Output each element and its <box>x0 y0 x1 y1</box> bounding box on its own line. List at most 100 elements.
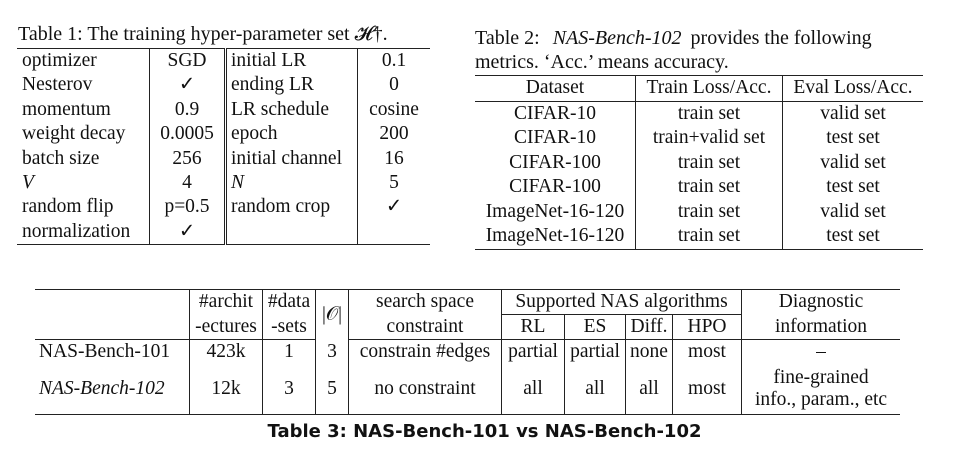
table3-header-diag: Diagnostic <box>741 289 900 315</box>
table2-row: ImageNet-16-120 train set valid set <box>475 199 923 224</box>
table3-header-es: ES <box>564 314 626 340</box>
table3-cell: most <box>672 364 742 415</box>
table3-header-row-top: #archit #data |𝒪| search space Supported… <box>35 289 900 340</box>
table1-cell: ✓ <box>385 196 403 218</box>
table3-cell: – <box>816 341 826 362</box>
table3-diag-line2: info., param., etc <box>754 389 888 410</box>
table1-cell: random crop <box>225 195 358 220</box>
table1-row: weight decay 0.0005 epoch 200 <box>17 122 430 147</box>
table1-cell <box>358 220 431 245</box>
table1-cell: 0.0005 <box>149 122 227 147</box>
table3-cell: 12k <box>189 364 263 415</box>
table1-cell: weight decay <box>17 122 150 147</box>
table3-comparison: #archit #data |𝒪| search space Supported… <box>35 289 900 415</box>
table2-caption-line1: Table 2: NAS-Bench-102 provides the foll… <box>475 26 930 51</box>
table2-row: ImageNet-16-120 train set test set <box>475 224 923 250</box>
table3-diag-line1: fine-grained <box>773 367 869 388</box>
table3-cell: all <box>501 364 565 415</box>
table3-cell: partial <box>564 339 626 364</box>
table1-cell: SGD <box>149 48 227 74</box>
table3-cell-diag: fine-grained info., param., etc <box>741 364 900 415</box>
table1-cell: initial LR <box>225 48 358 74</box>
table3-header-ops: |𝒪| <box>315 289 349 340</box>
table1-cell: LR schedule <box>225 97 358 123</box>
table1-cell: initial channel <box>225 146 358 172</box>
table1-cell: random flip <box>17 195 150 220</box>
table3-cell: 1 <box>262 339 316 364</box>
table3-cell: all <box>564 364 626 415</box>
table1-cell: 0.1 <box>357 48 430 74</box>
table2-cell: test set <box>826 127 880 148</box>
table1-cell: 0 <box>389 74 399 96</box>
table3-header-search: search space <box>348 289 502 315</box>
table3-cell: all <box>625 364 673 415</box>
table2-cell: CIFAR-10 <box>475 101 636 126</box>
table2-cell: test set <box>782 224 923 250</box>
table3-header-blank <box>35 289 190 315</box>
table3-header-rl: RL <box>501 314 565 340</box>
table1-cell: ✓ <box>149 73 227 98</box>
table2-cell: ImageNet-16-120 <box>475 224 636 250</box>
table1-cell: momentum <box>17 97 150 123</box>
table3-cell: most <box>672 339 742 364</box>
table3-header-data: #data <box>262 289 316 315</box>
table1-cell: ending LR <box>225 73 358 98</box>
table2-cell: CIFAR-100 <box>475 150 636 175</box>
table1-cell: batch size <box>17 146 150 172</box>
table3-cell: NAS-Bench-101 <box>35 339 190 364</box>
table2-header-cell: Eval Loss/Acc. <box>782 75 923 102</box>
table3-cell: 3 <box>262 364 316 415</box>
table3-header-row-bottom: -ectures -sets constraint RL ES Diff. HP… <box>35 314 900 340</box>
table2-cell: train set <box>635 175 783 200</box>
table1-cell: 0.9 <box>149 97 227 123</box>
table2-header-row: Dataset Train Loss/Acc. Eval Loss/Acc. <box>475 75 923 102</box>
table3-cell: 5 <box>315 364 349 415</box>
table1-cell: p=0.5 <box>149 195 227 220</box>
table3-cell: partial <box>501 339 565 364</box>
table3-caption: Table 3: NAS-Bench-101 vs NAS-Bench-102 <box>267 421 702 442</box>
table1-cell: normalization <box>17 219 150 245</box>
table1-hyperparameters: optimizer SGD initial LR 0.1 Nesterov ✓ ending… <box>17 48 431 246</box>
table2-row: CIFAR-100 train set valid set <box>475 150 923 175</box>
table3-header-hpo: HPO <box>672 314 742 340</box>
table3-cell: no constraint <box>348 364 502 415</box>
table2-cell: train set <box>635 199 783 224</box>
table3-header-archit-2: -ectures <box>189 314 263 340</box>
table1-cell: 16 <box>384 147 404 169</box>
table2-cell: valid set <box>820 151 886 173</box>
table3-cell: 423k <box>189 339 263 364</box>
table1-cell: 5 <box>389 172 399 194</box>
table2-cell: train set <box>635 150 783 175</box>
table1-cell: 200 <box>379 123 409 145</box>
table2-row: CIFAR-10 train set valid set <box>475 101 923 126</box>
table1-row: random flip p=0.5 random crop ✓ <box>17 195 430 220</box>
table1-row: momentum 0.9 LR schedule cosine <box>17 97 430 123</box>
table3-header-archit: #archit <box>189 289 263 315</box>
table2-cell: valid set <box>820 102 886 124</box>
table2-cell: train set <box>635 224 783 250</box>
table3-header-diag-2: information <box>741 314 900 340</box>
table1-cell <box>225 219 358 245</box>
table2-cell: train set <box>635 101 783 126</box>
table3-header-search-2: constraint <box>348 314 502 340</box>
table1-row: batch size 256 initial channel 16 <box>17 146 430 172</box>
table3-header-blank <box>35 314 190 340</box>
table1-cell: 256 <box>149 146 227 172</box>
table1-cell: ✓ <box>149 219 227 245</box>
table2-header-cell: Train Loss/Acc. <box>635 75 783 102</box>
table1-cell: cosine <box>369 98 419 120</box>
table2-cell: train+valid set <box>635 126 783 151</box>
table1-cell: epoch <box>225 122 358 147</box>
table2-caption-label: Table 2: <box>475 27 540 49</box>
table2-metrics: Dataset Train Loss/Acc. Eval Loss/Acc. C… <box>475 75 923 250</box>
table1-row: Nesterov ✓ ending LR 0 <box>17 73 430 98</box>
table3-cell: none <box>625 339 673 364</box>
table3-row-nasbench101: NAS-Bench-101 423k 1 3 constrain #edges … <box>35 339 900 364</box>
table1-cell: optimizer <box>17 48 150 74</box>
table1-cell: N <box>225 171 358 196</box>
table2-caption-line2: metrics. ‘Acc.’ means accuracy. <box>475 51 729 73</box>
table2-row: CIFAR-100 train set test set <box>475 175 923 200</box>
table2-row: CIFAR-10 train+valid set test set <box>475 126 923 151</box>
table1-caption: Table 1: The training hyper-parameter se… <box>18 23 388 45</box>
